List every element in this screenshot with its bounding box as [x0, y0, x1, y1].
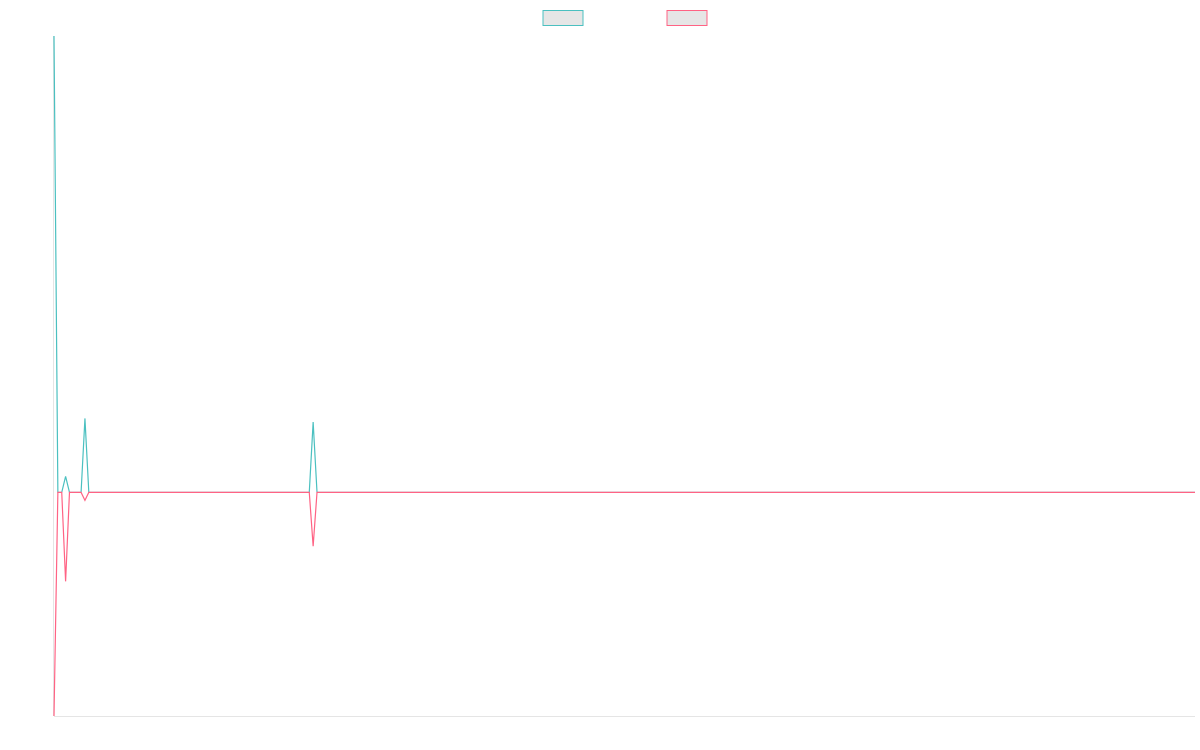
legend-swatch: [666, 10, 708, 26]
series-line: [53, 491, 1195, 717]
legend-swatch: [542, 10, 584, 26]
series-line: [53, 35, 1195, 493]
